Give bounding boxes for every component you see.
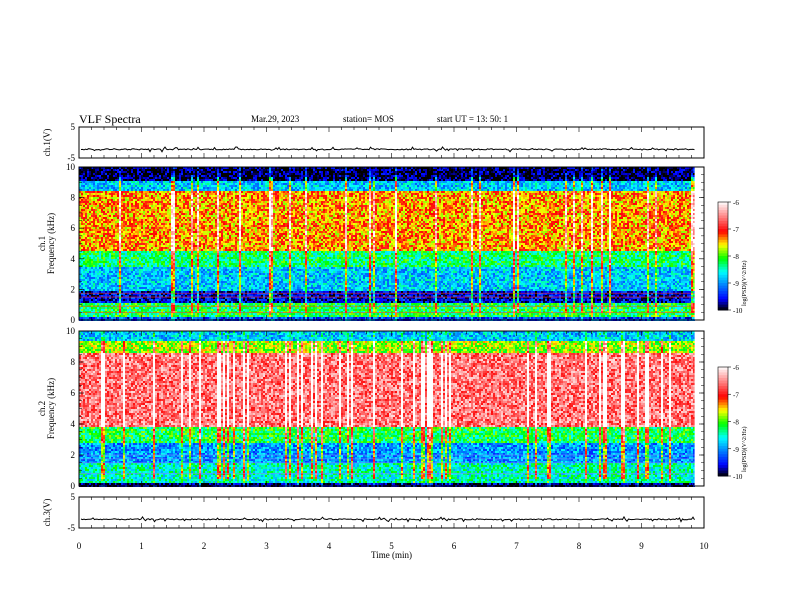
ch3-waveform-line [80,515,695,523]
y-tick-label: 4 [71,419,76,429]
colorbar-tick-label: -7 [733,391,739,399]
no-data-strip [694,331,704,486]
y-axis-label: Frequency (kHz) [46,213,56,274]
ch2-colorbar [717,366,731,477]
colorbar-tick-label: -7 [733,226,739,234]
y-tick-label: 0 [71,481,76,491]
ch1-colorbar [717,201,731,311]
y-tick-label: 5 [71,492,76,502]
x-tick-label: 5 [389,541,394,551]
y-tick-label: 8 [71,193,76,203]
y-tick-label: 0 [71,315,76,325]
colorbar-label: log(PSD)(V^2/Hz) [741,261,748,306]
y-tick-label: -5 [68,153,76,163]
x-tick-label: 3 [264,541,269,551]
y-tick-label: 6 [71,388,76,398]
x-tick-label: 2 [202,541,207,551]
ch2-spectrogram-cells [79,331,704,487]
x-tick-label: 6 [452,541,457,551]
x-tick-label: 8 [577,541,582,551]
y-axis-label: ch.1(V) [42,129,52,157]
figure-title: VLF Spectra [79,113,141,125]
x-tick-label: 7 [514,541,519,551]
y-axis-label: ch.3(V) [42,499,52,527]
y-tick-label: 2 [71,284,76,294]
start-time-label: start UT = 13: 50: 1 [437,115,508,124]
y-axis-label: ch.1 [37,236,47,251]
y-axis-label: Frequency (kHz) [46,378,56,439]
x-tick-label: 10 [700,541,710,551]
y-tick-label: 10 [66,326,76,336]
y-tick-label: -5 [68,523,76,533]
colorbar-tick-label: -9 [733,446,739,454]
colorbar-tick-label: -10 [733,473,743,481]
station-label: station= MOS [343,115,394,124]
y-tick-label: 4 [71,254,76,264]
colorbar-label: log(PSD)(V^2/Hz) [741,427,748,472]
colorbar-tick-label: -10 [733,307,743,315]
x-tick-label: 0 [77,541,82,551]
no-data-strip [694,167,704,320]
colorbar-tick-label: -9 [733,280,739,288]
colorbar-tick-label: -8 [733,419,739,427]
colorbar-tick-label: -8 [733,253,739,261]
colorbar-tick-label: -6 [733,364,739,372]
x-axis-label: Time (min) [371,550,412,560]
x-tick-label: 4 [327,541,332,551]
x-tick-label: 1 [139,541,144,551]
date-label: Mar.29, 2023 [251,115,299,124]
ch1-spectrogram-cells [79,167,704,321]
colorbar-tick-label: -6 [733,199,739,207]
y-tick-label: 8 [71,357,76,367]
y-tick-label: 10 [66,162,76,172]
y-tick-label: 6 [71,223,76,233]
y-tick-label: 2 [71,450,76,460]
x-tick-label: 9 [639,541,644,551]
ch1-waveform-line [80,146,695,153]
y-tick-label: 5 [71,122,76,132]
y-axis-label: ch.2 [37,401,47,416]
